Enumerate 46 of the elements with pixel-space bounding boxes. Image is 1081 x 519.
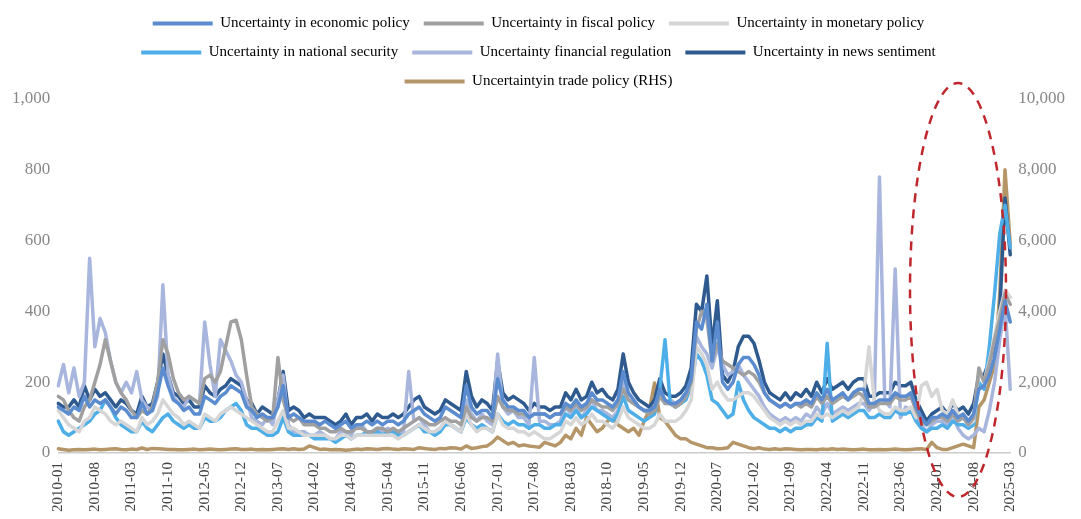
- legend-label: Uncertainty in economic policy: [220, 14, 411, 31]
- x-tick-label: 2017-01: [488, 462, 505, 512]
- x-tick-label: 2018-03: [561, 462, 578, 512]
- y2-tick-label: 4,000: [1018, 300, 1057, 320]
- x-tick-label: 2017-08: [525, 462, 542, 512]
- legend-label: Uncertaintyin trade policy (RHS): [472, 72, 673, 90]
- y-tick-label: 1,000: [12, 88, 51, 108]
- y2-tick-label: 6,000: [1018, 230, 1057, 250]
- legend-label: Uncertainty in national security: [208, 43, 399, 60]
- x-tick-label: 2022-11: [854, 462, 871, 512]
- y-tick-label: 200: [24, 371, 51, 391]
- x-tick-label: 2012-05: [195, 462, 212, 512]
- x-tick-label: 2010-08: [85, 462, 102, 512]
- x-tick-label: 2010-01: [49, 462, 66, 512]
- x-tick-label: 2014-02: [305, 462, 322, 512]
- x-tick-label: 2016-06: [451, 461, 468, 512]
- x-tick-label: 2013-07: [268, 461, 285, 512]
- x-tick-label: 2022-04: [818, 461, 835, 512]
- x-tick-label: 2011-03: [122, 462, 139, 512]
- x-tick-label: 2015-04: [378, 461, 395, 512]
- x-tick-label: 2014-09: [342, 462, 359, 512]
- x-tick-label: 2021-09: [781, 462, 798, 512]
- y-tick-label: 600: [24, 230, 51, 250]
- x-tick-label: 2011-10: [159, 462, 176, 512]
- y-tick-label: 400: [24, 300, 51, 320]
- x-tick-label: 2024-08: [964, 462, 981, 512]
- x-tick-label: 2021-02: [744, 462, 761, 512]
- x-tick-label: 2012-12: [232, 462, 249, 512]
- y2-tick-label: 8,000: [1018, 159, 1057, 179]
- y2-tick-label: 0: [1018, 442, 1027, 462]
- legend-label: Uncertainty in monetary policy: [736, 14, 925, 31]
- legend-label: Uncertainty in news sentiment: [752, 43, 937, 60]
- y2-tick-label: 10,000: [1018, 88, 1065, 108]
- x-tick-label: 2019-05: [635, 462, 652, 512]
- legend-label: Uncertainty in fiscal policy: [491, 14, 656, 31]
- x-tick-label: 2024-01: [927, 462, 944, 512]
- x-tick-label: 2018-10: [598, 462, 615, 512]
- x-tick-label: 2023-06: [891, 461, 908, 512]
- legend-label: Uncertainty financial regulation: [479, 43, 672, 60]
- x-tick-label: 2020-07: [708, 461, 725, 512]
- x-tick-label: 2015-11: [415, 462, 432, 512]
- y2-tick-label: 2,000: [1018, 371, 1057, 391]
- y-tick-label: 800: [24, 159, 51, 179]
- x-tick-label: 2025-03: [1001, 462, 1018, 512]
- x-tick-label: 2019-12: [671, 462, 688, 512]
- y-tick-label: 0: [41, 442, 51, 462]
